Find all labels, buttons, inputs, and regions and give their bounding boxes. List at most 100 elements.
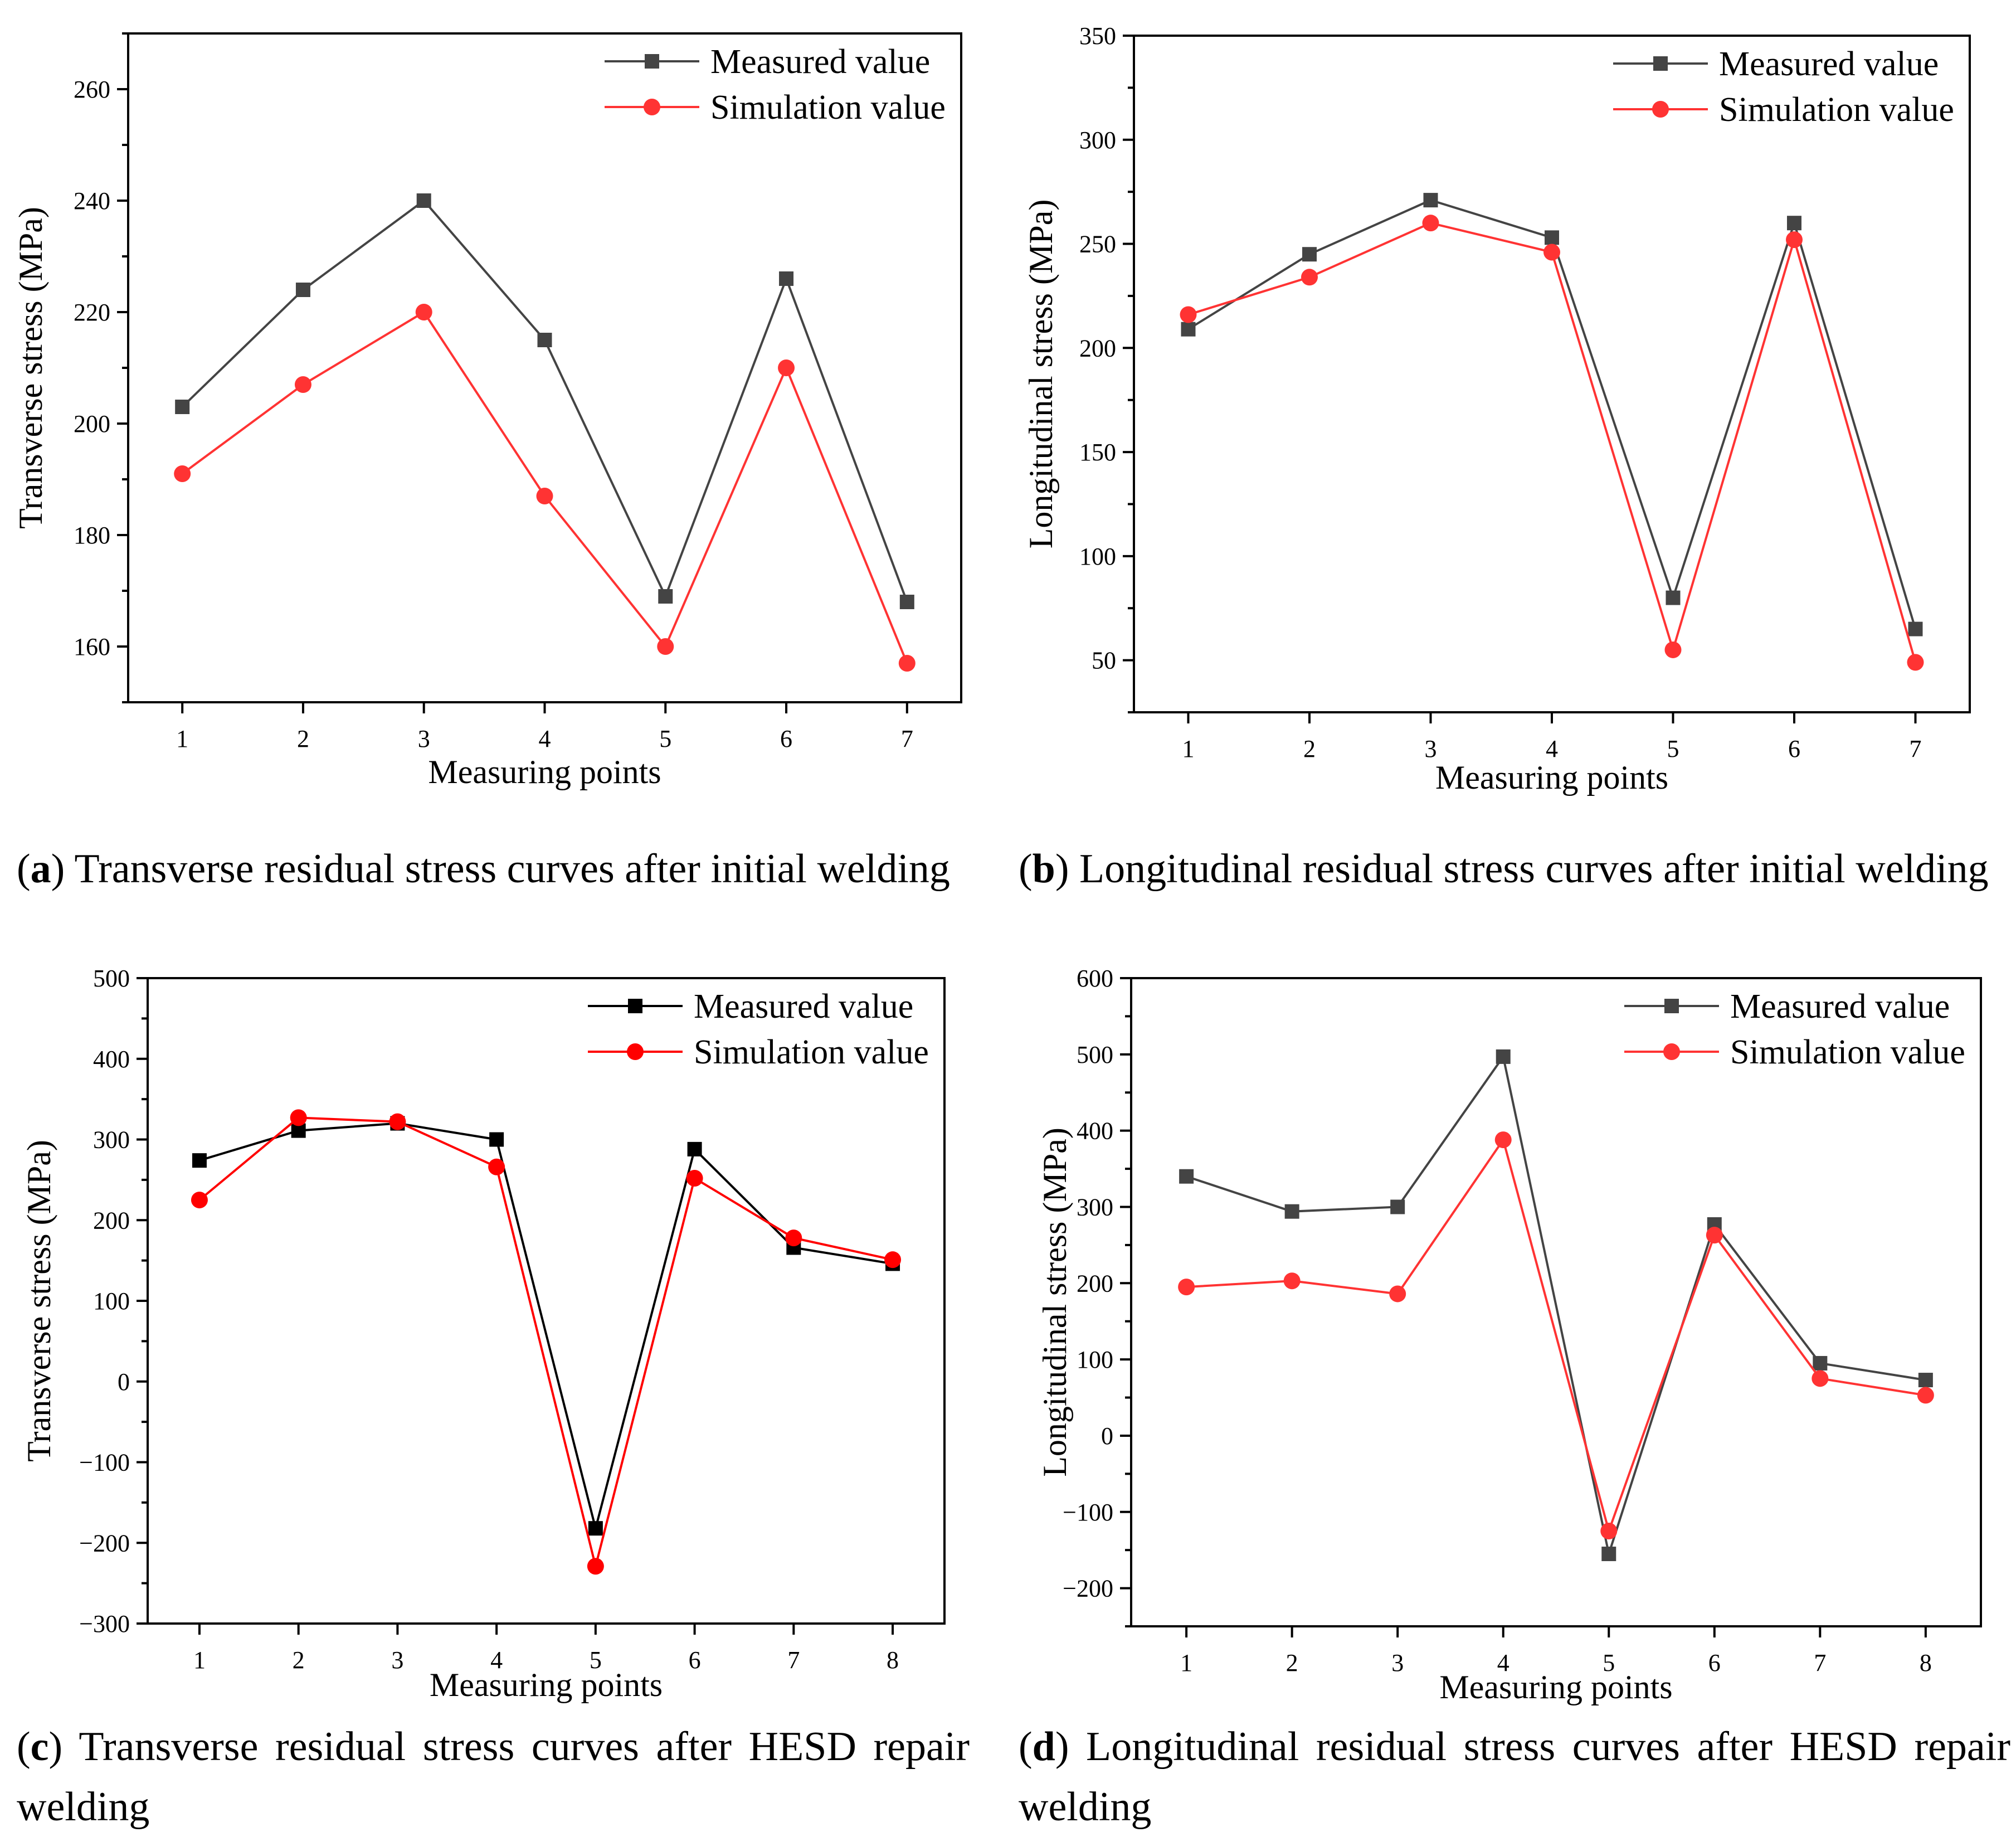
data-point-simulation-d (1600, 1522, 1618, 1539)
chart-b-svg: 50 100 150 200 250 300 350 1 2 3 4 5 6 7 Measuring poi… (1022, 22, 1971, 796)
data-point-simulation-c (785, 1229, 802, 1247)
data-point-simulation-b (1301, 269, 1318, 286)
y-tick-label-b: 100 (1079, 543, 1116, 570)
caption-b: (b) Longitudinal residual stress curves … (1019, 846, 1989, 892)
data-point-measured-b (1666, 590, 1681, 605)
x-tick-label-c: 4 (490, 1646, 503, 1674)
data-point-measured-a (416, 193, 431, 208)
plot-frame-b (1133, 35, 1971, 713)
y-tick-label-c: 200 (93, 1207, 130, 1234)
legend-marker-d-0 (1664, 999, 1679, 1013)
y-tick-label-b: 150 (1079, 439, 1116, 466)
y-tick-label-d: 400 (1077, 1117, 1113, 1145)
y-tick-label-d: 200 (1077, 1270, 1113, 1297)
data-point-measured-b (1302, 247, 1317, 262)
data-point-simulation-a (778, 359, 795, 376)
y-tick-label-c: 0 (118, 1368, 130, 1396)
y-axis-title-a: Transverse stress (MPa) (12, 207, 49, 529)
data-point-simulation-c (488, 1158, 505, 1175)
x-tick-label-b: 5 (1667, 735, 1679, 762)
data-point-measured-b (1908, 621, 1923, 636)
data-point-simulation-a (174, 465, 191, 482)
legend-marker-a-0 (645, 54, 659, 69)
y-tick-label-c: −300 (79, 1610, 130, 1637)
x-tick-label-d: 5 (1603, 1649, 1615, 1676)
x-tick-label-d: 7 (1814, 1649, 1826, 1676)
x-tick-label-a: 7 (901, 725, 913, 752)
x-tick-label-a: 3 (418, 725, 430, 752)
legend-marker-c-1 (627, 1043, 644, 1060)
caption-d: (d) Longitudinal residual stress curves … (1019, 1724, 2010, 1830)
caption-d-text: Longitudinal residual stress curves afte… (1019, 1724, 2010, 1830)
x-tick-label-b: 7 (1910, 735, 1922, 762)
caption-a-text: Transverse residual stress curves after … (74, 846, 950, 892)
data-point-measured-d (1918, 1373, 1933, 1388)
x-axis-title-c: Measuring points (430, 1666, 663, 1703)
plot-frame-d (1130, 977, 1982, 1627)
y-tick-label-c: −100 (79, 1449, 130, 1476)
legend-label-a-0: Measured value (710, 43, 930, 81)
x-tick-label-d: 1 (1180, 1649, 1192, 1676)
legend-label-b-0: Measured value (1719, 45, 1939, 83)
y-tick-label-d: 500 (1077, 1041, 1113, 1068)
caption-b-text: Longitudinal residual stress curves afte… (1079, 846, 1989, 892)
data-point-measured-b (1787, 216, 1801, 231)
data-point-measured-b (1545, 230, 1559, 245)
chart-panel-c: −300 −200 −100 0 100 200 300 400 500 1 2 3 4 5 6 7 8 Meas… (0, 947, 1003, 1717)
data-point-simulation-c (686, 1169, 703, 1187)
data-point-measured-d (1601, 1547, 1616, 1562)
x-tick-label-d: 3 (1391, 1649, 1404, 1676)
y-axis-title-b: Longitudinal stress (MPa) (1022, 200, 1059, 549)
y-tick-label-c: 400 (93, 1046, 130, 1073)
data-point-simulation-d (1917, 1387, 1934, 1404)
x-tick-label-a: 4 (539, 725, 551, 752)
legend-marker-b-0 (1653, 56, 1668, 71)
legend-marker-a-1 (644, 99, 660, 115)
data-point-simulation-d (1706, 1227, 1723, 1244)
series-line-b-0 (1187, 198, 1917, 630)
y-tick-label-b: 50 (1092, 647, 1116, 674)
data-point-measured-c (588, 1521, 603, 1536)
caption-a: (a) Transverse residual stress curves af… (17, 846, 950, 892)
x-axis-title-d: Measuring points (1439, 1669, 1672, 1705)
chart-panel-a: 160 180 200 220 240 260 1 2 3 4 5 6 7 Measuring point… (0, 0, 1003, 791)
legend-label-d-1: Simulation value (1730, 1033, 1965, 1071)
data-point-measured-d (1179, 1169, 1194, 1184)
x-tick-label-d: 2 (1286, 1649, 1298, 1676)
chart-c-svg: −300 −200 −100 0 100 200 300 400 500 1 2 3 4 5 6 7 8 Meas… (21, 965, 946, 1703)
data-point-simulation-c (389, 1113, 406, 1130)
chart-d-svg: −200 −100 0 100 200 300 400 500 600 1 2 3 4 5 6 7 8 Measu… (1036, 965, 1982, 1705)
data-point-measured-a (175, 400, 190, 414)
chart-a-svg: 160 180 200 220 240 260 1 2 3 4 5 6 7 Measuring point… (12, 32, 962, 790)
y-tick-label-b: 300 (1079, 127, 1116, 154)
y-tick-label-a: 240 (74, 187, 110, 215)
data-point-simulation-d (1494, 1131, 1512, 1149)
data-point-measured-d (1390, 1199, 1405, 1214)
data-point-measured-d (1284, 1204, 1299, 1219)
data-point-simulation-b (1664, 641, 1682, 658)
data-point-simulation-d (1812, 1370, 1829, 1387)
y-tick-label-d: −100 (1063, 1499, 1113, 1526)
y-tick-label-d: 300 (1077, 1193, 1113, 1221)
x-tick-label-c: 5 (590, 1646, 602, 1674)
series-line-c-1 (198, 1116, 893, 1567)
data-point-simulation-a (657, 638, 674, 655)
x-tick-label-d: 6 (1708, 1649, 1721, 1676)
data-point-simulation-a (898, 655, 916, 672)
x-tick-label-c: 3 (391, 1646, 403, 1674)
x-tick-label-d: 8 (1920, 1649, 1932, 1676)
chart-panel-b: 50 100 150 200 250 300 350 1 2 3 4 5 6 7 Measuring poi… (1013, 0, 2016, 796)
y-tick-label-d: 0 (1101, 1422, 1113, 1450)
data-point-measured-a (899, 595, 914, 609)
caption-b-label: b (1032, 846, 1055, 892)
data-point-simulation-b (1907, 654, 1924, 671)
y-tick-label-d: 600 (1077, 965, 1113, 992)
data-point-simulation-b (1786, 231, 1803, 249)
x-tick-label-c: 2 (293, 1646, 305, 1674)
y-tick-label-d: 100 (1077, 1346, 1113, 1373)
data-point-simulation-a (294, 376, 311, 393)
data-point-simulation-c (290, 1109, 307, 1126)
data-point-measured-b (1181, 322, 1196, 337)
series-line-d-1 (1186, 1137, 1926, 1535)
x-tick-label-b: 3 (1425, 735, 1437, 762)
